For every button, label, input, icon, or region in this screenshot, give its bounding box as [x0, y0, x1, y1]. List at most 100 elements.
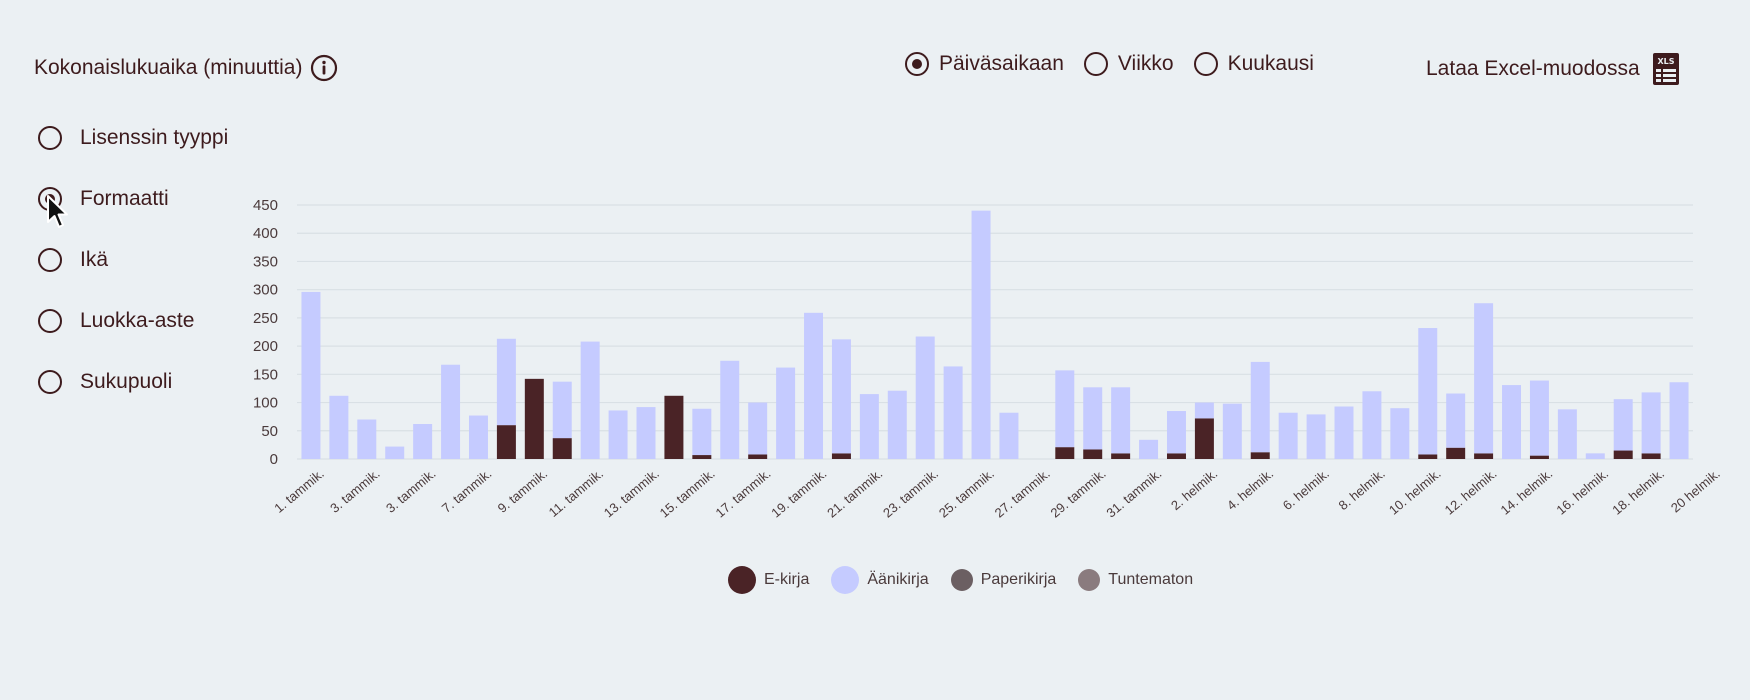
period-option-week[interactable]: Viikko [1083, 52, 1174, 76]
bar-ekirja [831, 453, 851, 459]
radio-gender[interactable] [38, 370, 62, 394]
bar-nikirja [915, 336, 935, 459]
grouping-option-label: Formaatti [80, 187, 169, 210]
info-icon[interactable] [310, 54, 338, 82]
grouping-option-grade[interactable]: Luokka-aste [38, 309, 228, 333]
bar-nikirja [329, 395, 349, 459]
bar-ekirja [1083, 449, 1103, 459]
mouse-cursor-icon [47, 195, 68, 228]
bar-nikirja [971, 210, 991, 459]
bar-nikirja [413, 424, 433, 459]
y-tick-label: 250 [253, 310, 278, 327]
period-option-label: Viikko [1117, 52, 1174, 75]
x-tick-label: 15. tammik. [657, 466, 718, 521]
xls-icon-text: XLS [1657, 57, 1674, 66]
x-tick-label: 1. tammik. [271, 466, 327, 516]
grouping-option-gender[interactable]: Sukupuoli [38, 370, 228, 394]
bar-ekirja [664, 395, 684, 459]
legend-swatch-ekirja [728, 566, 756, 594]
legend-item-tuntematon[interactable]: Tuntematon [1078, 569, 1193, 591]
bar-nikirja [1557, 409, 1577, 459]
bar-nikirja [580, 341, 600, 459]
bar-nikirja [385, 446, 405, 459]
bar-ekirja [1529, 455, 1549, 459]
bar-nikirja [804, 312, 824, 459]
download-excel-button[interactable]: Lataa Excel-muodossa XLS [1426, 52, 1680, 86]
x-tick-label: 2. helmik. [1168, 466, 1220, 513]
chart-title: Kokonaislukuaika (minuuttia) [34, 56, 303, 79]
grouping-option-label: Luokka-aste [80, 309, 195, 332]
bar-nikirja [1390, 408, 1410, 459]
bar-nikirja [943, 366, 963, 459]
bar-ekirja [1166, 453, 1186, 459]
bar-ekirja [1474, 453, 1494, 459]
legend-label: Äänikirja [867, 571, 929, 588]
legend-item-aanikirja[interactable]: Äänikirja [831, 566, 929, 594]
grouping-option-label: Sukupuoli [80, 370, 173, 393]
bar-nikirja [1529, 380, 1549, 456]
bar-nikirja [692, 408, 712, 456]
legend-item-ekirja[interactable]: E-kirja [728, 566, 809, 594]
radio-grade[interactable] [38, 309, 62, 333]
bar-ekirja [552, 438, 572, 459]
bar-nikirja [1306, 414, 1326, 459]
bar-ekirja [524, 378, 544, 459]
bar-nikirja [1641, 392, 1661, 454]
period-option-day[interactable]: Päiväsaikaan [905, 52, 1064, 76]
x-tick-label: 10. helmik. [1386, 466, 1444, 518]
grouping-option-label: Lisenssin tyyppi [80, 126, 229, 149]
x-tick-label: 14. helmik. [1498, 466, 1556, 518]
radio-day[interactable] [905, 52, 929, 76]
bar-nikirja [1613, 399, 1633, 451]
radio-month[interactable] [1193, 52, 1218, 76]
bar-nikirja [1194, 402, 1214, 419]
bar-nikirja [1278, 412, 1298, 459]
bar-ekirja [1613, 450, 1633, 459]
y-tick-label: 50 [261, 423, 278, 440]
bar-nikirja [1111, 387, 1131, 454]
xls-file-icon[interactable]: XLS [1652, 52, 1680, 86]
bar-nikirja [1334, 406, 1354, 459]
y-tick-label: 100 [253, 395, 278, 412]
period-option-month[interactable]: Kuukausi [1193, 52, 1314, 76]
period-option-label: Kuukausi [1227, 52, 1314, 75]
bar-nikirja [1362, 391, 1382, 459]
x-tick-label: 20 helmik. [1668, 466, 1723, 516]
bar-ekirja [1194, 418, 1214, 459]
bar-nikirja [552, 381, 572, 439]
bar-ekirja [1446, 447, 1466, 459]
y-tick-label: 400 [253, 225, 278, 242]
legend-swatch-paperikirja [950, 569, 973, 591]
y-tick-label: 150 [253, 366, 278, 383]
radio-license[interactable] [38, 126, 62, 150]
y-tick-label: 450 [253, 197, 278, 214]
radio-age[interactable] [38, 248, 62, 272]
legend-item-paperikirja[interactable]: Paperikirja [950, 569, 1056, 591]
x-tick-label: 4. helmik. [1224, 466, 1276, 513]
x-tick-label: 29. tammik. [1048, 466, 1109, 521]
bar-ekirja [692, 455, 712, 459]
x-tick-label: 23. tammik. [880, 466, 941, 521]
bar-nikirja [1222, 403, 1242, 459]
grouping-option-license[interactable]: Lisenssin tyyppi [38, 126, 228, 150]
bar-nikirja [1418, 328, 1438, 455]
x-tick-label: 8. helmik. [1336, 466, 1388, 513]
x-tick-label: 9. tammik. [495, 466, 551, 516]
radio-week[interactable] [1083, 52, 1108, 76]
bar-nikirja [776, 367, 796, 459]
x-tick-label: 13. tammik. [601, 466, 662, 521]
bar-nikirja [608, 410, 628, 459]
x-tick-label: 31. tammik. [1103, 466, 1164, 521]
chart-legend: E-kirja Äänikirja Paperikirja Tuntematon [728, 566, 1215, 594]
bar-ekirja [1250, 452, 1270, 459]
x-tick-label: 21. tammik. [824, 466, 885, 521]
grouping-option-age[interactable]: Ikä [38, 248, 228, 272]
grouping-selector: Lisenssin tyyppi Formaatti Ikä Luokka-as… [38, 126, 228, 394]
bar-nikirja [1083, 387, 1103, 450]
bar-nikirja [636, 407, 656, 459]
x-tick-label: 7. tammik. [439, 466, 495, 516]
chart-title-row: Kokonaislukuaika (minuuttia) [34, 54, 338, 82]
y-tick-label: 350 [253, 253, 278, 270]
bar-nikirja [441, 364, 461, 459]
